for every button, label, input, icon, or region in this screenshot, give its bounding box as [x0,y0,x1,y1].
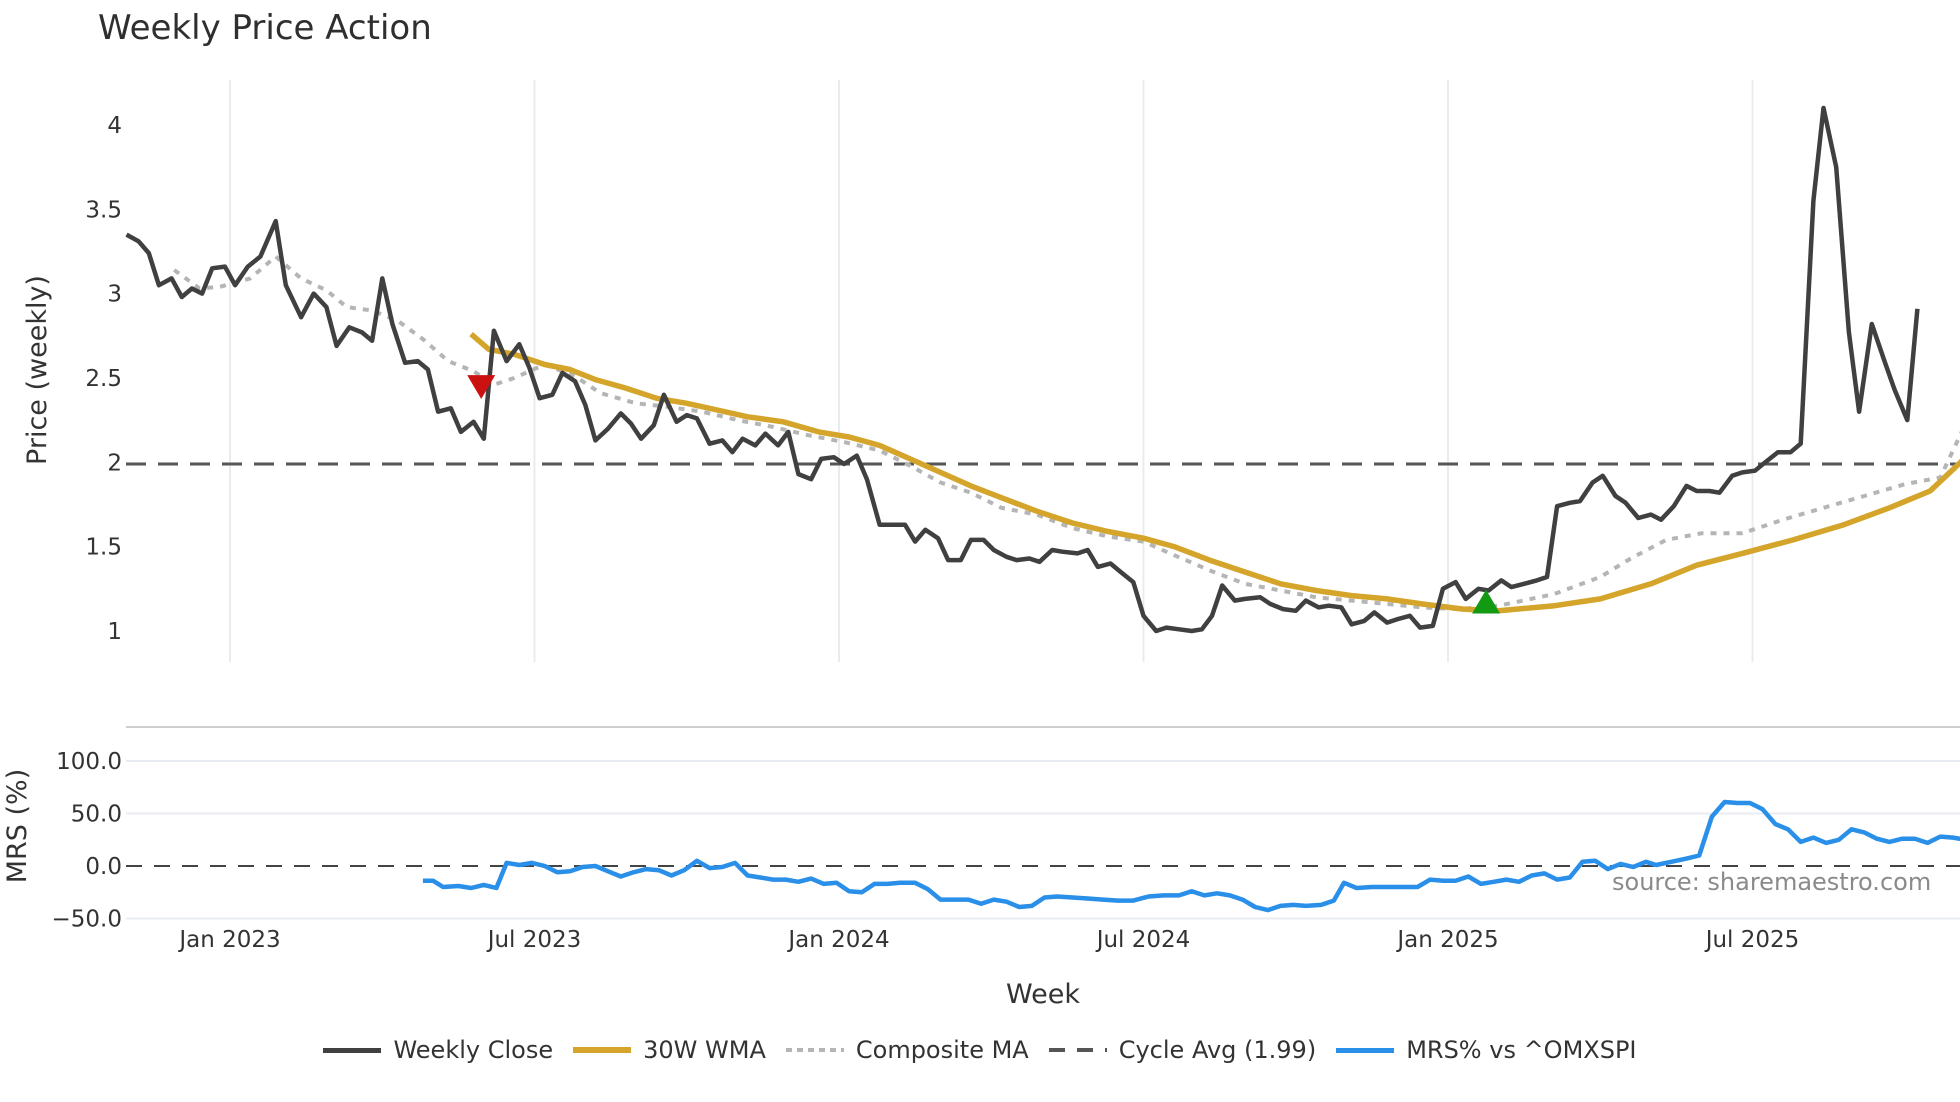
weekly-close-line [125,105,1920,634]
axes: Jan 2023 Jul 2023 Jan 2024 Jul 2024 Jan 2025… [2,113,1799,1010]
source-label: source: sharemaestro.com [1612,868,1932,896]
x-tick-label: Jan 2025 [1395,927,1498,953]
composite-ma-line [173,254,1960,612]
30w-wma-line [469,332,1960,614]
buy-signal-icon [1472,589,1501,614]
y-tick-label: 1 [107,619,122,645]
x-tick-label: Jan 2023 [177,927,280,953]
x-tick-label: Jul 2024 [1095,927,1191,953]
x-tick-label: Jan 2024 [786,927,889,953]
legend-label: 30W WMA [643,1036,766,1064]
y-tick-label: 2.5 [85,366,122,392]
y-tick-label: 3 [107,282,122,308]
price-chart: Jan 2023 Jul 2023 Jan 2024 Jul 2024 Jan 2025… [2,80,1960,1010]
y-tick-label: 2 [107,450,122,476]
legend-item[interactable]: MRS% vs ^OMXSPI [1336,1036,1637,1064]
legend-item[interactable]: Cycle Avg (1.99) [1048,1036,1317,1064]
mrs-tick-label: −50.0 [52,907,122,933]
gridlines [126,80,1960,920]
legend-label: Composite MA [855,1036,1029,1064]
y-axis-label: Price (weekly) [22,275,53,465]
mrs-tick-label: 100.0 [56,749,122,775]
legend-item[interactable]: 30W WMA [573,1036,766,1064]
x-axis-label: Week [1006,979,1080,1010]
mrs-tick-label: 50.0 [71,802,122,828]
legend-swatch-icon [1048,1048,1107,1052]
x-tick-label: Jul 2025 [1704,927,1800,953]
x-tick-label: Jul 2023 [486,927,582,953]
legend-swatch-icon [573,1047,632,1053]
mrs-axis-label: MRS (%) [2,769,33,884]
y-tick-label: 3.5 [85,197,122,223]
legend: Weekly Close 30W WMA Composite MA Cycle Avg… [0,1036,1960,1064]
legend-swatch-icon [1336,1047,1395,1053]
price-series [125,105,1960,634]
legend-item[interactable]: Composite MA [785,1036,1029,1064]
mrs-tick-label: 0.0 [85,854,122,880]
legend-label: MRS% vs ^OMXSPI [1406,1036,1637,1064]
sell-signal-icon [467,375,496,399]
legend-swatch-icon [785,1048,844,1052]
y-tick-label: 1.5 [85,535,122,561]
legend-label: Weekly Close [393,1036,554,1064]
chart-title: Weekly Price Action [98,8,432,48]
legend-item[interactable]: Weekly Close [323,1036,553,1064]
y-tick-label: 4 [107,113,122,139]
mrs-series [126,799,1960,913]
mrs-line [422,799,1960,913]
legend-swatch-icon [323,1047,382,1053]
legend-label: Cycle Avg (1.99) [1118,1036,1317,1064]
